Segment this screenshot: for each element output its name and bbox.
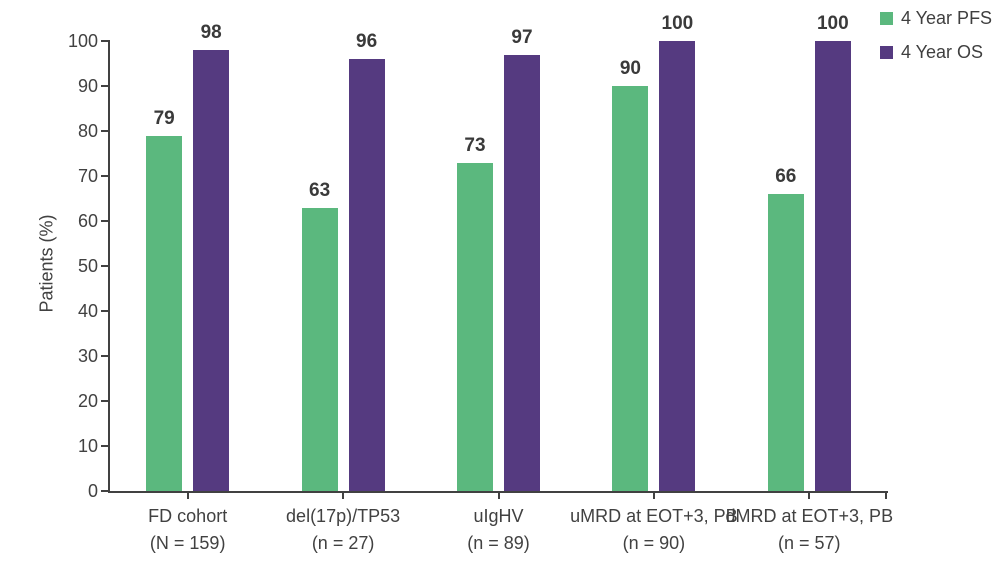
x-category-label-line1: uMRD at EOT+3, PB xyxy=(570,506,738,526)
y-tick-label: 100 xyxy=(67,31,98,51)
x-category-label-line2: (n = 57) xyxy=(778,533,841,553)
y-tick xyxy=(101,445,108,447)
x-category-label-line1: dMRD at EOT+3, PB xyxy=(725,506,894,526)
y-tick xyxy=(101,130,108,132)
x-category-label-line2: (N = 159) xyxy=(149,533,226,553)
bar-value-label: 97 xyxy=(511,26,533,48)
y-tick xyxy=(101,490,108,492)
x-category-label: del(17p)/TP53 (n = 27) xyxy=(233,503,453,557)
legend-item: 4 Year OS xyxy=(880,42,992,63)
bar xyxy=(612,86,649,491)
x-category-label: FD cohort (N = 159) xyxy=(78,503,298,557)
x-category-label-line2: (n = 90) xyxy=(622,533,686,553)
y-tick-label: 80 xyxy=(77,121,98,141)
y-tick-label: 50 xyxy=(77,256,98,276)
bar-value-label: 100 xyxy=(661,13,694,34)
y-tick xyxy=(101,310,108,312)
y-tick-label: 0 xyxy=(87,481,98,501)
y-tick-label: 30 xyxy=(77,346,98,366)
x-tick xyxy=(342,493,345,499)
bar xyxy=(193,50,230,491)
y-tick xyxy=(101,355,108,357)
legend-label: 4 Year PFS xyxy=(901,8,993,28)
bar xyxy=(457,162,493,491)
x-category-label: dMRD at EOT+3, PB (n = 57) xyxy=(699,503,919,557)
bar-value-label: 66 xyxy=(775,166,797,187)
y-tick-label: 60 xyxy=(77,211,98,231)
y-tick-label: 90 xyxy=(77,76,98,96)
x-axis-end-tick xyxy=(885,493,887,499)
y-tick xyxy=(101,400,108,402)
y-tick xyxy=(101,220,108,222)
x-tick xyxy=(186,493,189,499)
x-category-label-line2: (n = 89) xyxy=(467,533,530,553)
x-tick xyxy=(497,493,500,499)
legend-item: 4 Year PFS xyxy=(880,8,992,29)
y-tick-label: 40 xyxy=(77,301,98,321)
y-tick xyxy=(101,40,108,42)
bar xyxy=(814,41,851,491)
x-category-label-line1: uIgHV xyxy=(473,506,524,526)
x-category-label: uIgHV (n = 89) xyxy=(389,503,609,557)
legend-swatch xyxy=(880,46,893,59)
bar-value-label: 63 xyxy=(309,179,331,201)
bar-value-label: 90 xyxy=(619,58,641,79)
bar-value-label: 100 xyxy=(816,13,849,34)
bar xyxy=(348,59,385,491)
bar-value-label: 79 xyxy=(153,107,175,129)
x-tick xyxy=(652,493,655,499)
x-category-label-line1: del(17p)/TP53 xyxy=(286,506,401,526)
x-category-label-line1: FD cohort xyxy=(148,506,228,526)
x-tick xyxy=(808,493,811,499)
bar xyxy=(504,54,540,491)
bar xyxy=(767,194,804,491)
bar-value-label: 96 xyxy=(356,31,378,52)
y-tick xyxy=(101,175,108,177)
legend-label: 4 Year OS xyxy=(901,42,984,62)
bar xyxy=(659,41,696,491)
bar-value-label: 98 xyxy=(200,22,222,43)
bar xyxy=(301,207,338,491)
legend: 4 Year PFS 4 Year OS xyxy=(880,8,992,76)
bar xyxy=(146,135,183,491)
x-category-label-line2: (n = 27) xyxy=(311,533,375,553)
legend-swatch xyxy=(880,12,893,25)
y-tick-label: 70 xyxy=(77,166,98,186)
x-axis-line xyxy=(108,491,888,493)
y-tick xyxy=(101,265,108,267)
y-tick xyxy=(101,85,108,87)
y-axis-line xyxy=(108,40,110,493)
x-category-label: uMRD at EOT+3, PB (n = 90) xyxy=(544,503,764,557)
plot-area: 79 98 63 96 73 97 90 100 66 100 xyxy=(110,13,887,491)
y-tick-label: 20 xyxy=(77,391,98,411)
y-tick-label: 10 xyxy=(77,436,98,456)
bar-value-label: 73 xyxy=(464,134,486,156)
